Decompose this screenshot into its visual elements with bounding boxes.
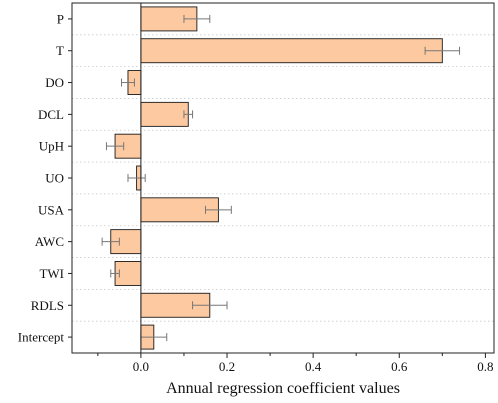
error-bars-layer — [101, 14, 461, 342]
labels-layer: P T DO DCL UpH UO USA AWC TWI RDLS Intercept 0.0 0.2… — [18, 11, 494, 374]
y-tick-label-intercept: Intercept — [18, 330, 65, 345]
y-tick-label-awc: AWC — [35, 234, 64, 249]
y-tick-label-usa: USA — [38, 202, 65, 217]
x-axis-title: Annual regression coefficient values — [166, 380, 400, 397]
ticks-layer — [68, 18, 486, 358]
y-tick-label-do: DO — [45, 75, 64, 90]
y-tick-label-rdls: RDLS — [31, 298, 64, 313]
x-tick-label: 0.6 — [391, 359, 408, 374]
bars-layer — [110, 6, 443, 350]
y-tick-label-dcl: DCL — [38, 107, 64, 122]
x-tick-label: 0.0 — [133, 359, 149, 374]
x-tick-label: 0.4 — [305, 359, 322, 374]
y-tick-label-p: P — [57, 11, 64, 26]
x-tick-label: 0.2 — [219, 359, 235, 374]
y-tick-label-uph: UpH — [39, 139, 64, 154]
y-tick-label-twi: TWI — [39, 266, 64, 281]
x-tick-label: 0.8 — [477, 359, 493, 374]
bar-t — [140, 38, 443, 64]
y-tick-label-uo: UO — [45, 171, 64, 186]
bar-dcl — [140, 101, 189, 127]
y-tick-label-t: T — [56, 43, 64, 58]
